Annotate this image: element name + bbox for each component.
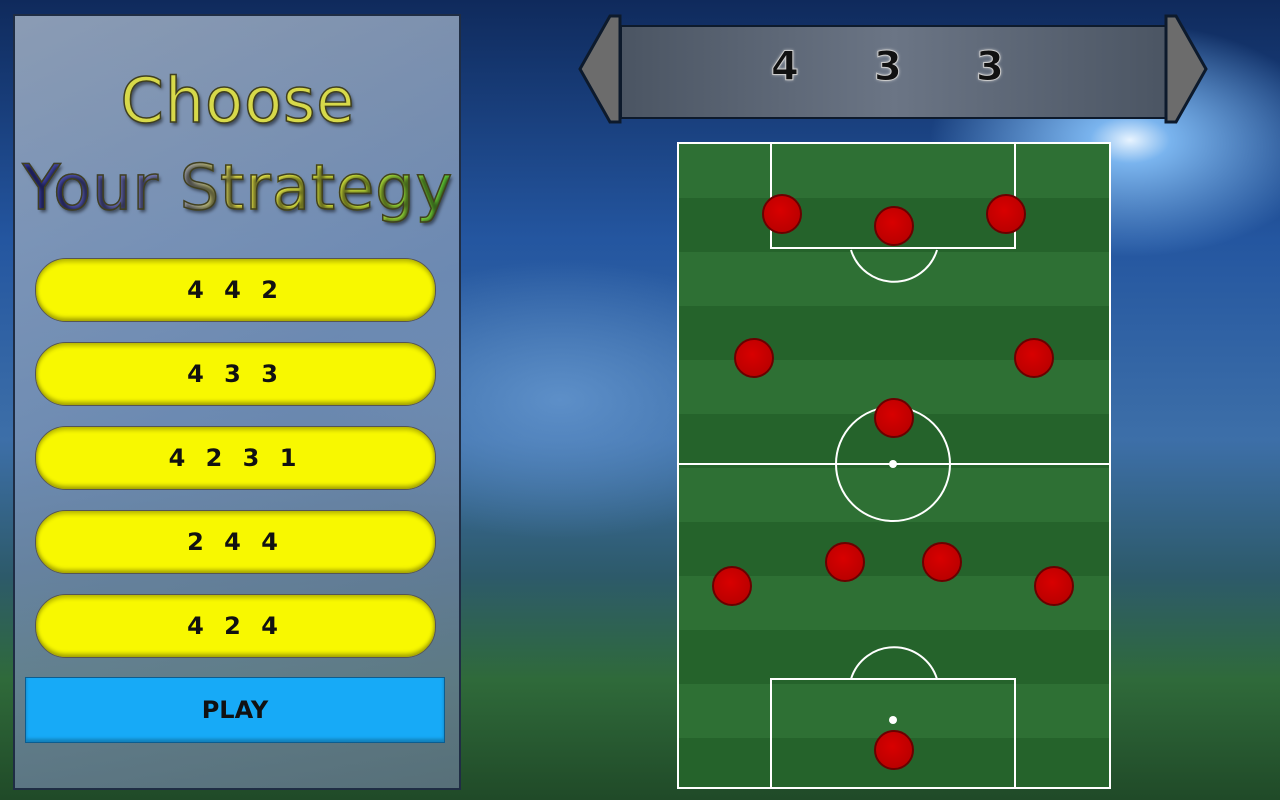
formation-digit-forwards: 3 — [976, 44, 1005, 91]
play-button[interactable]: PLAY — [25, 677, 445, 743]
title-line-1: Choose — [120, 63, 356, 138]
player-token — [712, 566, 752, 606]
formation-digit-midfielders: 3 — [874, 44, 903, 91]
option-4231-button[interactable]: 4 2 3 1 — [35, 426, 436, 490]
player-token — [874, 730, 914, 770]
player-token — [874, 398, 914, 438]
player-token — [762, 194, 802, 234]
option-433-button[interactable]: 4 3 3 — [35, 342, 436, 406]
player-token — [922, 542, 962, 582]
option-244-button[interactable]: 2 4 4 — [35, 510, 436, 574]
player-token — [874, 206, 914, 246]
arrow-right-icon[interactable] — [1164, 14, 1208, 124]
player-token — [1014, 338, 1054, 378]
player-token — [734, 338, 774, 378]
option-424-button[interactable]: 4 2 4 — [35, 594, 436, 658]
arrow-left-icon[interactable] — [578, 14, 622, 124]
formation-digit-defenders: 4 — [771, 44, 800, 91]
player-token — [986, 194, 1026, 234]
option-442-button[interactable]: 4 4 2 — [35, 258, 436, 322]
player-token — [825, 542, 865, 582]
title-line-2: Your Strategy — [15, 150, 461, 225]
player-token — [1034, 566, 1074, 606]
